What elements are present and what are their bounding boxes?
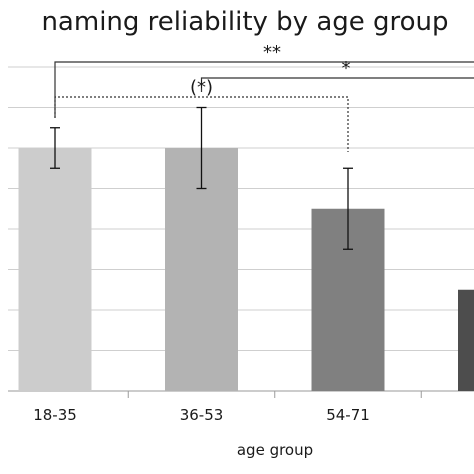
x-tick-label: 54-71 (326, 406, 370, 424)
significance-brackets: ***(*) (54, 42, 474, 152)
bar (458, 289, 474, 391)
error-bars (50, 106, 353, 250)
chart-title: naming reliability by age group (41, 7, 448, 37)
bars (18, 148, 474, 391)
significance-bracket (200, 77, 474, 92)
significance-label: (*) (190, 77, 213, 98)
x-axis-label: age group (237, 441, 313, 459)
x-tick-label: 36-53 (180, 406, 224, 424)
significance-bracket (54, 96, 349, 152)
significance-label: * (342, 58, 351, 79)
significance-label: ** (263, 42, 281, 63)
significance-bracket (54, 61, 474, 118)
bar (18, 148, 92, 391)
x-tick-label: 18-35 (33, 406, 77, 424)
